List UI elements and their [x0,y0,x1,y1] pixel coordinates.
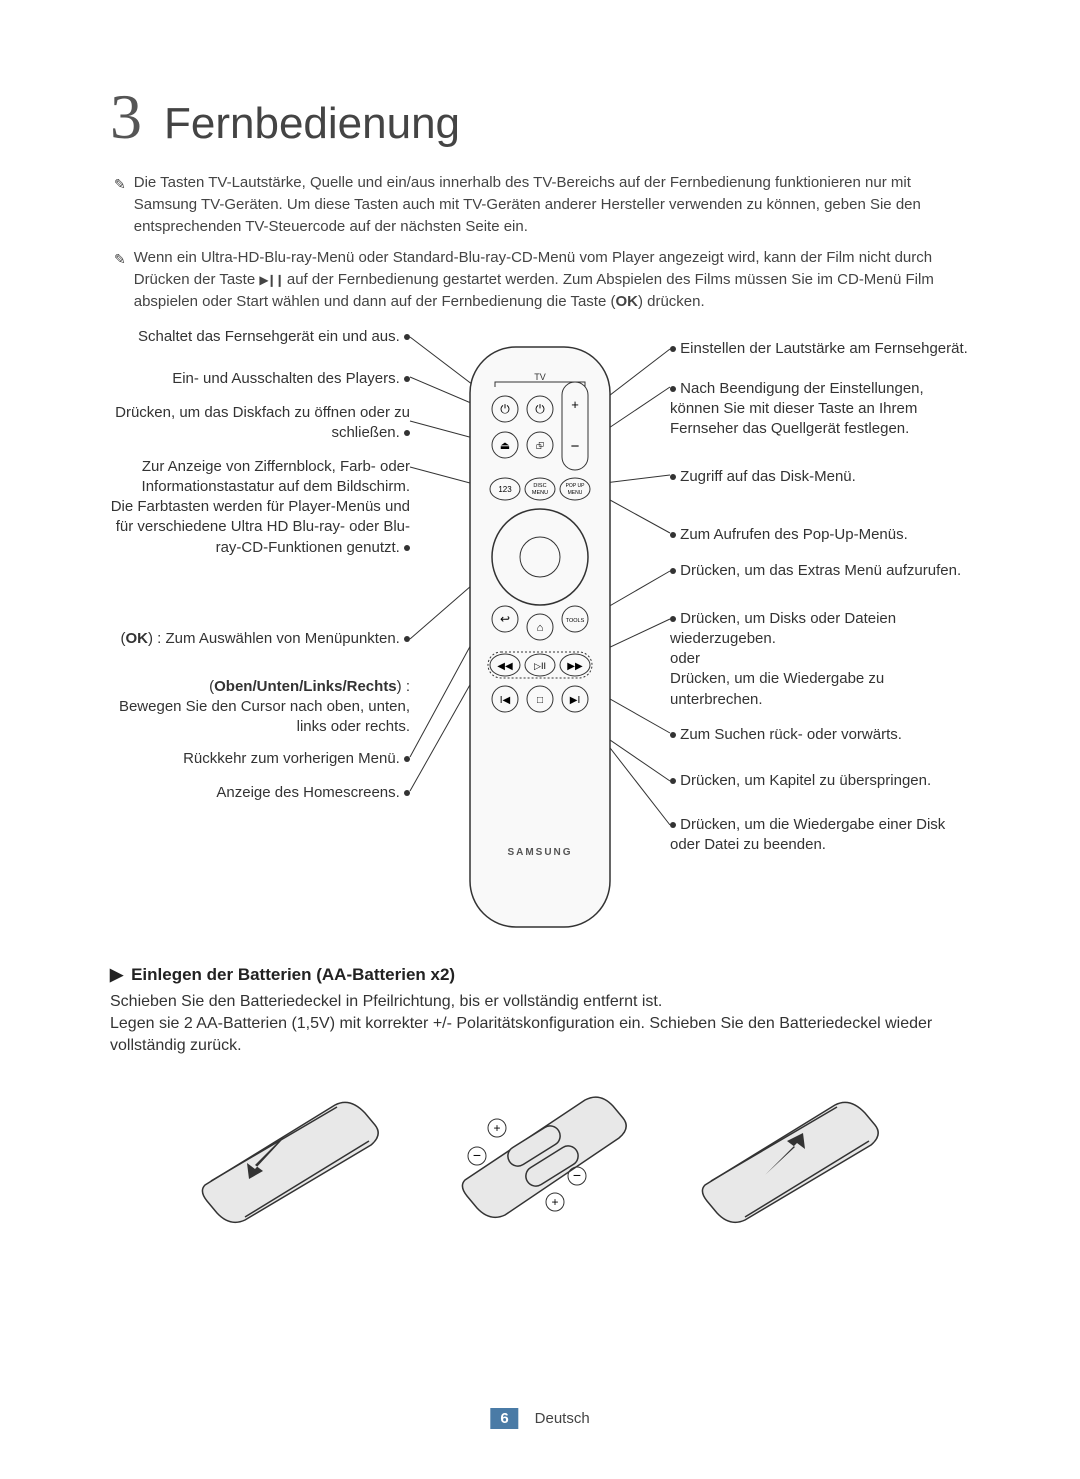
brand-label: SAMSUNG [507,847,572,858]
note-text: Die Tasten TV-Lautstärke, Quelle und ein… [134,172,970,237]
dot-icon [404,756,410,762]
battery-heading: ▶Einlegen der Batterien (AA-Batterien x2… [110,965,970,985]
annot-disc-menu: Zugriff auf das Disk-Menü. [670,467,970,487]
dot-icon [404,334,410,340]
svg-text:−: − [473,1147,481,1163]
page-footer: 6 Deutsch [490,1408,589,1429]
remote-body: TV ⏻ ⏻ + − ⏏ ⮺ 123 DISCMENU POP UPMENU ↩… [450,327,630,947]
dot-icon [670,616,676,622]
dot-icon [670,822,676,828]
note-playback: ✎ Wenn ein Ultra-HD-Blu-ray-Menü oder St… [114,247,970,312]
chapter-title: 3 Fernbedienung [110,80,970,154]
annot-source: Nach Beendigung der Einstellungen, könne… [670,379,970,440]
svg-text:⮺: ⮺ [536,441,544,452]
annot-volume: Einstellen der Lautstärke am Fernsehgerä… [670,339,970,359]
dot-icon [404,430,410,436]
svg-text:⌂: ⌂ [537,622,544,634]
dot-icon [404,376,410,382]
dot-icon [670,568,676,574]
svg-text:POP UP: POP UP [566,483,585,489]
svg-text:⏏: ⏏ [500,440,510,452]
svg-text:−: − [571,438,580,455]
svg-text:□: □ [537,695,543,706]
annot-play-pause: Drücken, um Disks oder Dateien wiederzug… [670,609,970,710]
svg-text:I◀: I◀ [500,695,511,706]
annot-tv-power: Schaltet das Fernsehgerät ein und aus. [110,327,410,347]
svg-text:+: + [571,397,579,412]
chapter-number: 3 [110,80,142,154]
annot-player-power: Ein- und Ausschalten des Players. [110,369,410,389]
annot-return: Rückkehr zum vorherigen Menü. [110,749,410,769]
svg-text:▶▶: ▶▶ [567,661,583,672]
annot-stop: Drücken, um die Wiedergabe einer Disk od… [670,815,970,856]
svg-text:⏻: ⏻ [500,402,510,416]
dot-icon [670,346,676,352]
annot-numpad-colors: Zur Anzeige von Ziffernblock, Farb- oder… [110,457,410,558]
dot-icon [670,532,676,538]
dot-icon [670,386,676,392]
annot-tools: Drücken, um das Extras Menü aufzurufen. [670,561,970,581]
battery-illo-insert: + − − + [435,1070,645,1230]
annot-popup-menu: Zum Aufrufen des Pop-Up-Menüs. [670,525,970,545]
chapter-name: Fernbedienung [164,99,460,149]
battery-illo-remove-cover [185,1075,395,1225]
svg-text:TOOLS: TOOLS [566,618,585,624]
annot-skip: Drücken, um Kapitel zu überspringen. [670,771,970,791]
svg-text:−: − [573,1167,581,1183]
battery-illo-replace-cover [685,1075,895,1225]
note-tv-codes: ✎ Die Tasten TV-Lautstärke, Quelle und e… [114,172,970,237]
annot-eject: Drücken, um das Diskfach zu öffnen oder … [110,403,410,444]
svg-text:▷II: ▷II [534,661,546,671]
note-icon: ✎ [114,174,126,194]
svg-text:DISC: DISC [533,483,546,489]
dot-icon [404,790,410,796]
annot-directions: (Oben/Unten/Links/Rechts) : Bewegen Sie … [110,677,410,738]
dot-icon [670,732,676,738]
svg-text:▶I: ▶I [570,695,580,706]
svg-text:◀◀: ◀◀ [497,661,513,672]
triangle-icon: ▶ [110,965,123,984]
svg-text:MENU: MENU [568,490,583,496]
svg-text:↩: ↩ [500,612,510,626]
note-text: Wenn ein Ultra-HD-Blu-ray-Menü oder Stan… [134,247,970,312]
play-pause-icon: ▶❙❙ [259,272,282,289]
annot-ok: (OK) : Zum Auswählen von Menüpunkten. [110,629,410,649]
svg-text:123: 123 [498,485,512,494]
battery-illustrations: + − − + [110,1070,970,1230]
battery-section: ▶Einlegen der Batterien (AA-Batterien x2… [110,965,970,1230]
annot-home: Anzeige des Homescreens. [110,783,410,803]
note-icon: ✎ [114,249,126,269]
svg-text:+: + [493,1121,500,1135]
dot-icon [670,474,676,480]
svg-text:MENU: MENU [532,490,548,496]
svg-text:⏻: ⏻ [535,402,545,416]
ok-inline: OK [615,293,638,310]
dot-icon [404,636,410,642]
remote-diagram: Schaltet das Fernsehgerät ein und aus. E… [110,327,970,957]
note-text-post: ) drücken. [638,293,705,310]
annot-search: Zum Suchen rück- oder vorwärts. [670,725,970,745]
dot-icon [670,778,676,784]
tv-label: TV [534,372,546,382]
page-language: Deutsch [535,1410,590,1427]
page-number: 6 [490,1408,518,1429]
svg-text:+: + [551,1195,558,1209]
battery-text: Schieben Sie den Batteriedeckel in Pfeil… [110,991,970,1058]
dot-icon [404,545,410,551]
